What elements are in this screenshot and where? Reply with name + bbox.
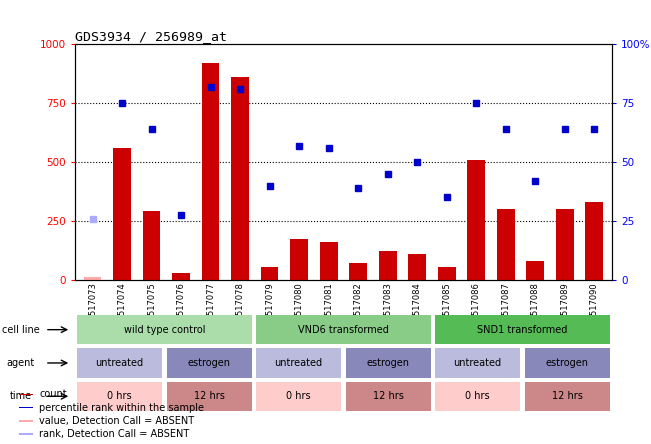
Bar (167, 348, 251, 377)
Bar (20, 420, 33, 422)
Bar (497, 209, 514, 280)
Bar (290, 238, 308, 280)
Bar (84, 278, 102, 280)
Text: GDS3934 / 256989_at: GDS3934 / 256989_at (75, 30, 227, 43)
Bar (436, 382, 520, 411)
Bar (525, 348, 609, 377)
Bar (77, 315, 251, 345)
Bar (436, 315, 609, 345)
Text: 0 hrs: 0 hrs (107, 391, 132, 401)
Bar (438, 267, 456, 280)
Bar (256, 382, 341, 411)
Bar (143, 211, 160, 280)
Bar (20, 407, 33, 408)
Text: 0 hrs: 0 hrs (286, 391, 311, 401)
Bar (408, 254, 426, 280)
Bar (77, 382, 162, 411)
Bar (346, 382, 430, 411)
Text: estrogen: estrogen (546, 358, 589, 368)
Text: 12 hrs: 12 hrs (373, 391, 404, 401)
Bar (350, 263, 367, 280)
Bar (525, 382, 609, 411)
Text: untreated: untreated (96, 358, 144, 368)
Bar (20, 393, 33, 395)
Text: percentile rank within the sample: percentile rank within the sample (39, 403, 204, 412)
Text: count: count (39, 389, 67, 400)
Text: untreated: untreated (454, 358, 502, 368)
Text: untreated: untreated (275, 358, 323, 368)
Text: VND6 transformed: VND6 transformed (298, 325, 389, 335)
Text: 0 hrs: 0 hrs (465, 391, 490, 401)
Text: SND1 transformed: SND1 transformed (477, 325, 568, 335)
Text: wild type control: wild type control (124, 325, 205, 335)
Text: 12 hrs: 12 hrs (194, 391, 225, 401)
Bar (20, 433, 33, 435)
Text: estrogen: estrogen (187, 358, 230, 368)
Bar (261, 267, 279, 280)
Text: 12 hrs: 12 hrs (552, 391, 583, 401)
Bar (467, 160, 485, 280)
Bar (585, 202, 603, 280)
Bar (346, 348, 430, 377)
Bar (379, 251, 396, 280)
Bar (436, 348, 520, 377)
Bar (202, 63, 219, 280)
Bar (527, 261, 544, 280)
Text: cell line: cell line (2, 325, 40, 335)
Text: estrogen: estrogen (367, 358, 409, 368)
Bar (556, 209, 574, 280)
Bar (113, 148, 131, 280)
Bar (256, 348, 341, 377)
Bar (77, 348, 162, 377)
Bar (256, 315, 430, 345)
Text: rank, Detection Call = ABSENT: rank, Detection Call = ABSENT (39, 429, 189, 439)
Bar (320, 242, 337, 280)
Text: value, Detection Call = ABSENT: value, Detection Call = ABSENT (39, 416, 195, 426)
Bar (167, 382, 251, 411)
Text: agent: agent (7, 358, 35, 368)
Bar (173, 273, 190, 280)
Bar (231, 77, 249, 280)
Text: time: time (10, 391, 32, 401)
